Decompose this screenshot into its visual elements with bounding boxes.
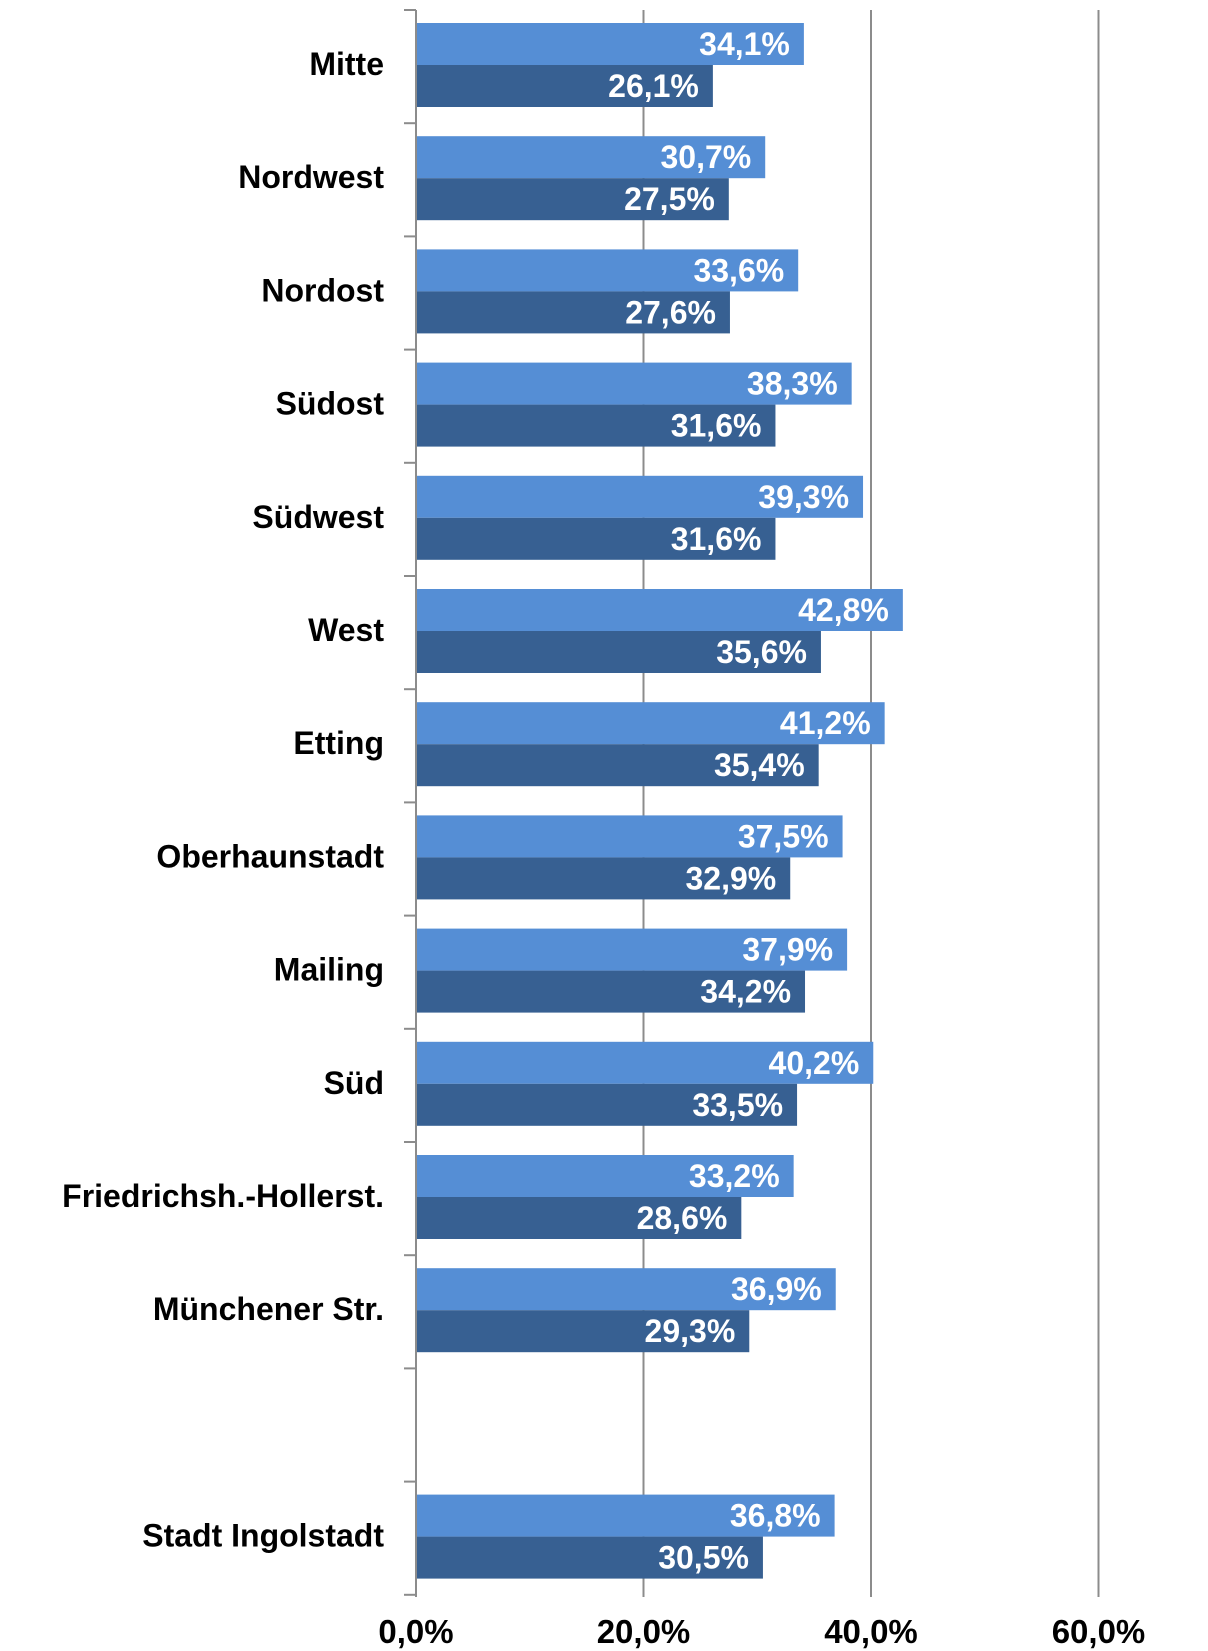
data-label-s1-6: 41,2%: [780, 705, 871, 741]
category-label-9: Süd: [324, 1065, 384, 1101]
data-label-s2-11: 29,3%: [645, 1313, 736, 1349]
data-label-s2-0: 26,1%: [608, 68, 699, 104]
bar-s2-8: [416, 970, 806, 1013]
bar-s2-2: [416, 291, 730, 334]
data-label-s1-11: 36,9%: [731, 1271, 822, 1307]
category-label-3: Südost: [276, 386, 385, 422]
category-label-8: Mailing: [274, 952, 384, 988]
category-label-1: Nordwest: [238, 159, 384, 195]
data-label-s2-5: 35,6%: [716, 634, 807, 670]
bar-s2-0: [416, 65, 713, 107]
data-label-s2-13: 30,5%: [658, 1540, 749, 1576]
data-label-s1-2: 33,6%: [693, 252, 784, 288]
data-label-s1-0: 34,1%: [699, 26, 790, 62]
category-label-13: Stadt Ingolstadt: [142, 1518, 384, 1554]
category-label-5: West: [308, 612, 384, 648]
data-label-s2-6: 35,4%: [714, 747, 805, 783]
bar-s1-5: [416, 589, 903, 631]
bar-s2-5: [416, 631, 821, 673]
x-tick-label-2: 40,0%: [824, 1613, 918, 1650]
data-label-s1-13: 36,8%: [730, 1498, 821, 1534]
bar-s2-10: [416, 1197, 742, 1239]
bar-s1-6: [416, 702, 885, 745]
bar-s2-6: [416, 744, 819, 787]
bar-s2-4: [416, 517, 776, 560]
data-label-s1-9: 40,2%: [769, 1045, 860, 1081]
data-label-s2-9: 33,5%: [692, 1087, 783, 1123]
data-label-s1-5: 42,8%: [798, 592, 889, 628]
x-tick-label-1: 20,0%: [597, 1613, 691, 1650]
category-label-4: Südwest: [252, 499, 384, 535]
bar-s2-7: [416, 857, 791, 900]
bars-group: [416, 23, 903, 1579]
bar-s1-4: [416, 475, 864, 518]
bar-s1-7: [416, 815, 843, 858]
data-label-s2-8: 34,2%: [700, 974, 791, 1010]
x-tick-label-0: 0,0%: [378, 1613, 453, 1650]
bar-s2-1: [416, 178, 729, 221]
bar-s2-13: [416, 1536, 763, 1579]
data-label-s1-8: 37,9%: [742, 932, 833, 968]
category-label-2: Nordost: [261, 272, 384, 308]
data-label-s2-4: 31,6%: [671, 521, 762, 557]
category-label-6: Etting: [293, 725, 384, 761]
category-label-7: Oberhaunstadt: [156, 838, 384, 874]
data-label-s1-7: 37,5%: [738, 818, 829, 854]
bar-s2-9: [416, 1083, 798, 1126]
category-label-10: Friedrichsh.-Hollerst.: [62, 1178, 384, 1214]
data-label-s2-7: 32,9%: [686, 860, 777, 896]
data-label-s2-2: 27,6%: [625, 294, 716, 330]
bar-s1-2: [416, 249, 799, 292]
bar-s1-0: [416, 23, 804, 65]
category-label-0: Mitte: [309, 46, 384, 82]
x-tick-label-3: 60,0%: [1052, 1613, 1146, 1650]
category-label-11: Münchener Str.: [153, 1291, 384, 1327]
axes-group: [404, 9, 1100, 1597]
data-label-s2-10: 28,6%: [637, 1200, 728, 1236]
bar-s1-3: [416, 362, 852, 405]
bar-s1-8: [416, 928, 848, 971]
data-label-s1-10: 33,2%: [689, 1158, 780, 1194]
bar-s1-9: [416, 1041, 874, 1084]
bar-s2-11: [416, 1310, 750, 1353]
data-label-s1-3: 38,3%: [747, 366, 838, 402]
data-label-s2-3: 31,6%: [671, 408, 762, 444]
data-label-s2-1: 27,5%: [624, 181, 715, 217]
bar-s1-11: [416, 1268, 836, 1311]
labels-group: 34,1%26,1% Mitte 30,7% 27,5% Nordwest 33,6% 27…: [62, 26, 1145, 1650]
data-label-s1-1: 30,7%: [660, 139, 751, 175]
data-label-s1-4: 39,3%: [758, 479, 849, 515]
bar-s1-13: [416, 1494, 835, 1537]
bar-s1-1: [416, 136, 766, 179]
bar-s1-10: [416, 1155, 794, 1197]
bar-s2-3: [416, 404, 776, 447]
